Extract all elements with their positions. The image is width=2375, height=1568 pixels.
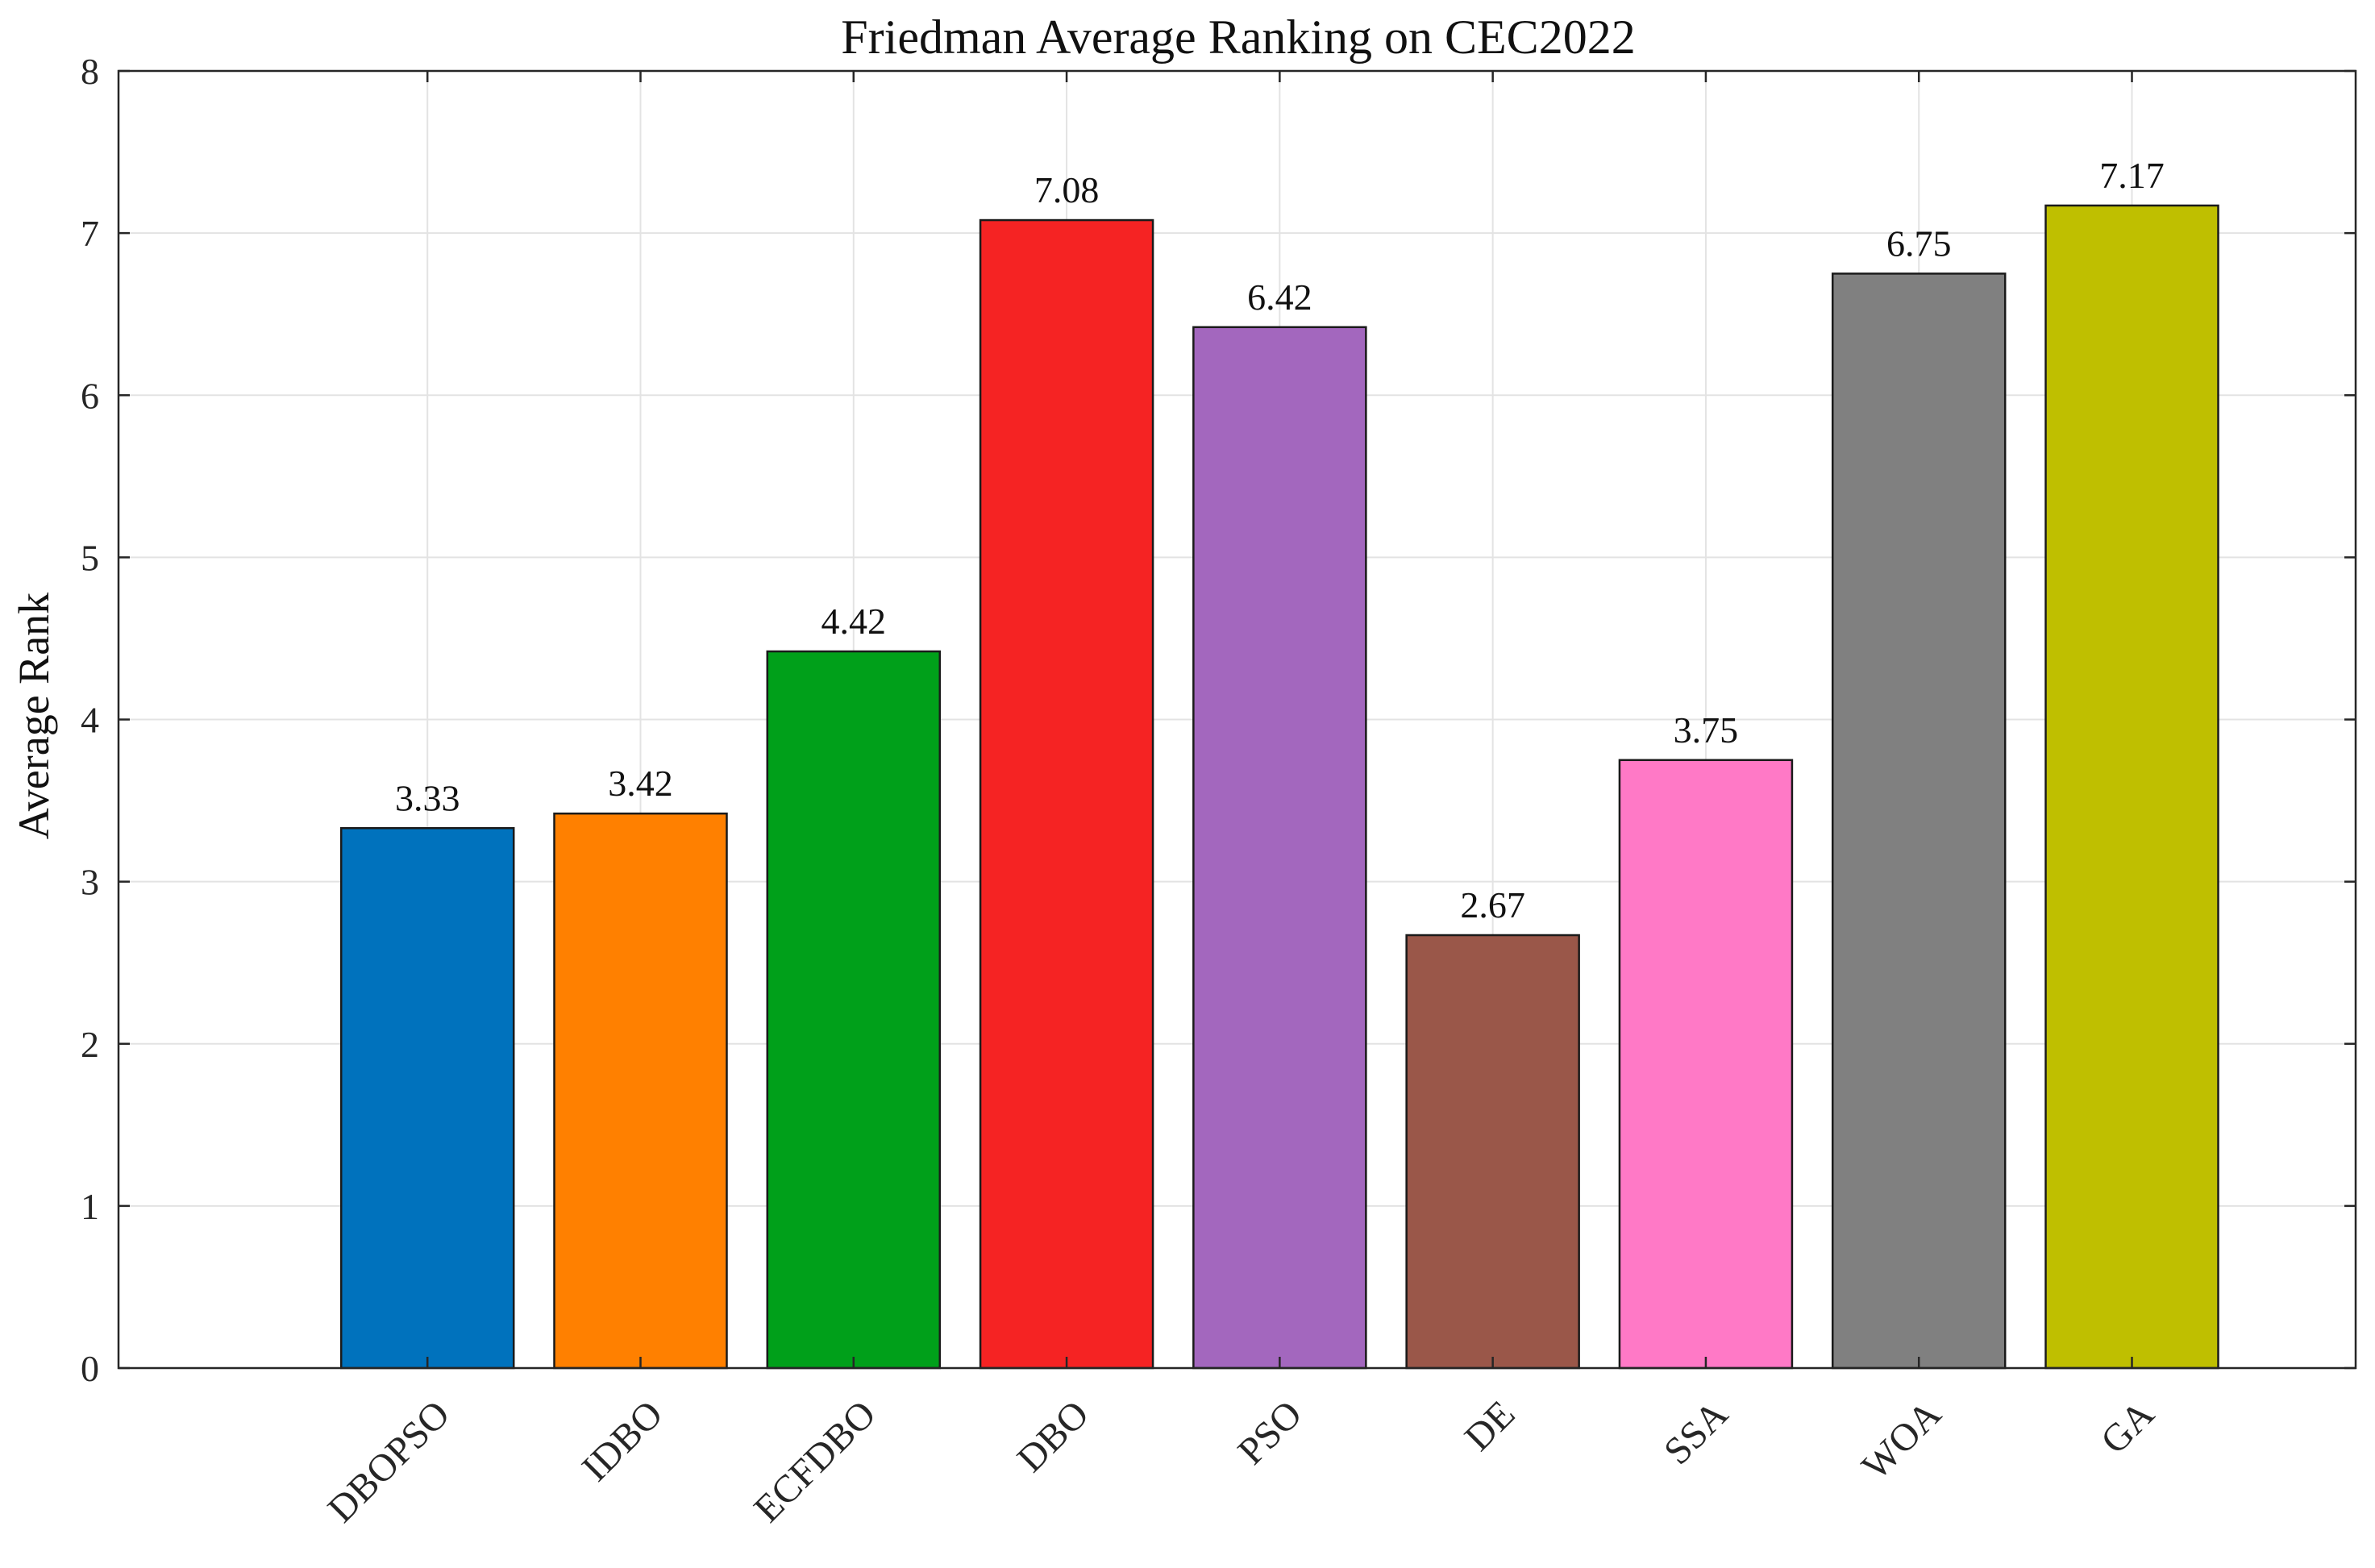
bar-dbopso bbox=[339, 827, 515, 1370]
bar-dbo bbox=[979, 218, 1154, 1370]
x-tick-label-de: DE bbox=[1457, 1392, 1524, 1459]
y-tick-label: 8 bbox=[81, 51, 99, 92]
data-label-ga: 7.17 bbox=[2099, 155, 2165, 196]
bar-idbo bbox=[553, 812, 728, 1370]
data-label-pso: 6.42 bbox=[1247, 277, 1312, 318]
y-tick-label: 5 bbox=[81, 537, 99, 578]
y-tick-label: 4 bbox=[81, 700, 99, 741]
bar-ga bbox=[2044, 204, 2219, 1370]
x-tick-label-dbo: DBO bbox=[1009, 1392, 1097, 1480]
data-label-woa: 6.75 bbox=[1886, 223, 1952, 264]
x-tick-label-pso: PSO bbox=[1229, 1392, 1310, 1473]
data-label-idbo: 3.42 bbox=[608, 763, 673, 804]
y-tick-label: 2 bbox=[81, 1024, 99, 1065]
y-tick-label: 7 bbox=[81, 213, 99, 254]
x-tick-label-dbopso: DBOPSO bbox=[320, 1392, 458, 1530]
y-tick-label: 1 bbox=[81, 1186, 99, 1227]
y-axis-title: Average Rank bbox=[10, 593, 58, 839]
data-label-dbopso: 3.33 bbox=[395, 777, 460, 818]
y-tick-label: 3 bbox=[81, 862, 99, 903]
data-label-de: 2.67 bbox=[1460, 884, 1525, 925]
y-tick-label: 6 bbox=[81, 375, 99, 416]
chart-title: Friedman Average Ranking on CEC2022 bbox=[841, 10, 1635, 64]
bar-ecfdbo bbox=[766, 650, 942, 1370]
bar-layer bbox=[339, 204, 2219, 1370]
data-label-dbo: 7.08 bbox=[1034, 169, 1100, 210]
data-label-ecfdbo: 4.42 bbox=[821, 601, 887, 642]
x-tick-label-ecfdbo: ECFDBO bbox=[746, 1392, 884, 1530]
x-tick-label-ssa: SSA bbox=[1656, 1392, 1737, 1473]
data-label-ssa: 3.75 bbox=[1674, 709, 1739, 751]
x-tick-label-woa: WOA bbox=[1853, 1392, 1949, 1488]
x-tick-label-idbo: IDBO bbox=[574, 1392, 671, 1489]
bar-pso bbox=[1192, 326, 1367, 1370]
plot-area-frame bbox=[117, 69, 2357, 1370]
bar-woa bbox=[1831, 272, 2007, 1370]
bar-de bbox=[1405, 934, 1580, 1370]
axis-layer bbox=[117, 69, 2357, 1370]
bar-ssa bbox=[1618, 759, 1794, 1370]
x-tick-label-ga: GA bbox=[2093, 1392, 2163, 1462]
y-tick-label: 0 bbox=[81, 1348, 99, 1389]
